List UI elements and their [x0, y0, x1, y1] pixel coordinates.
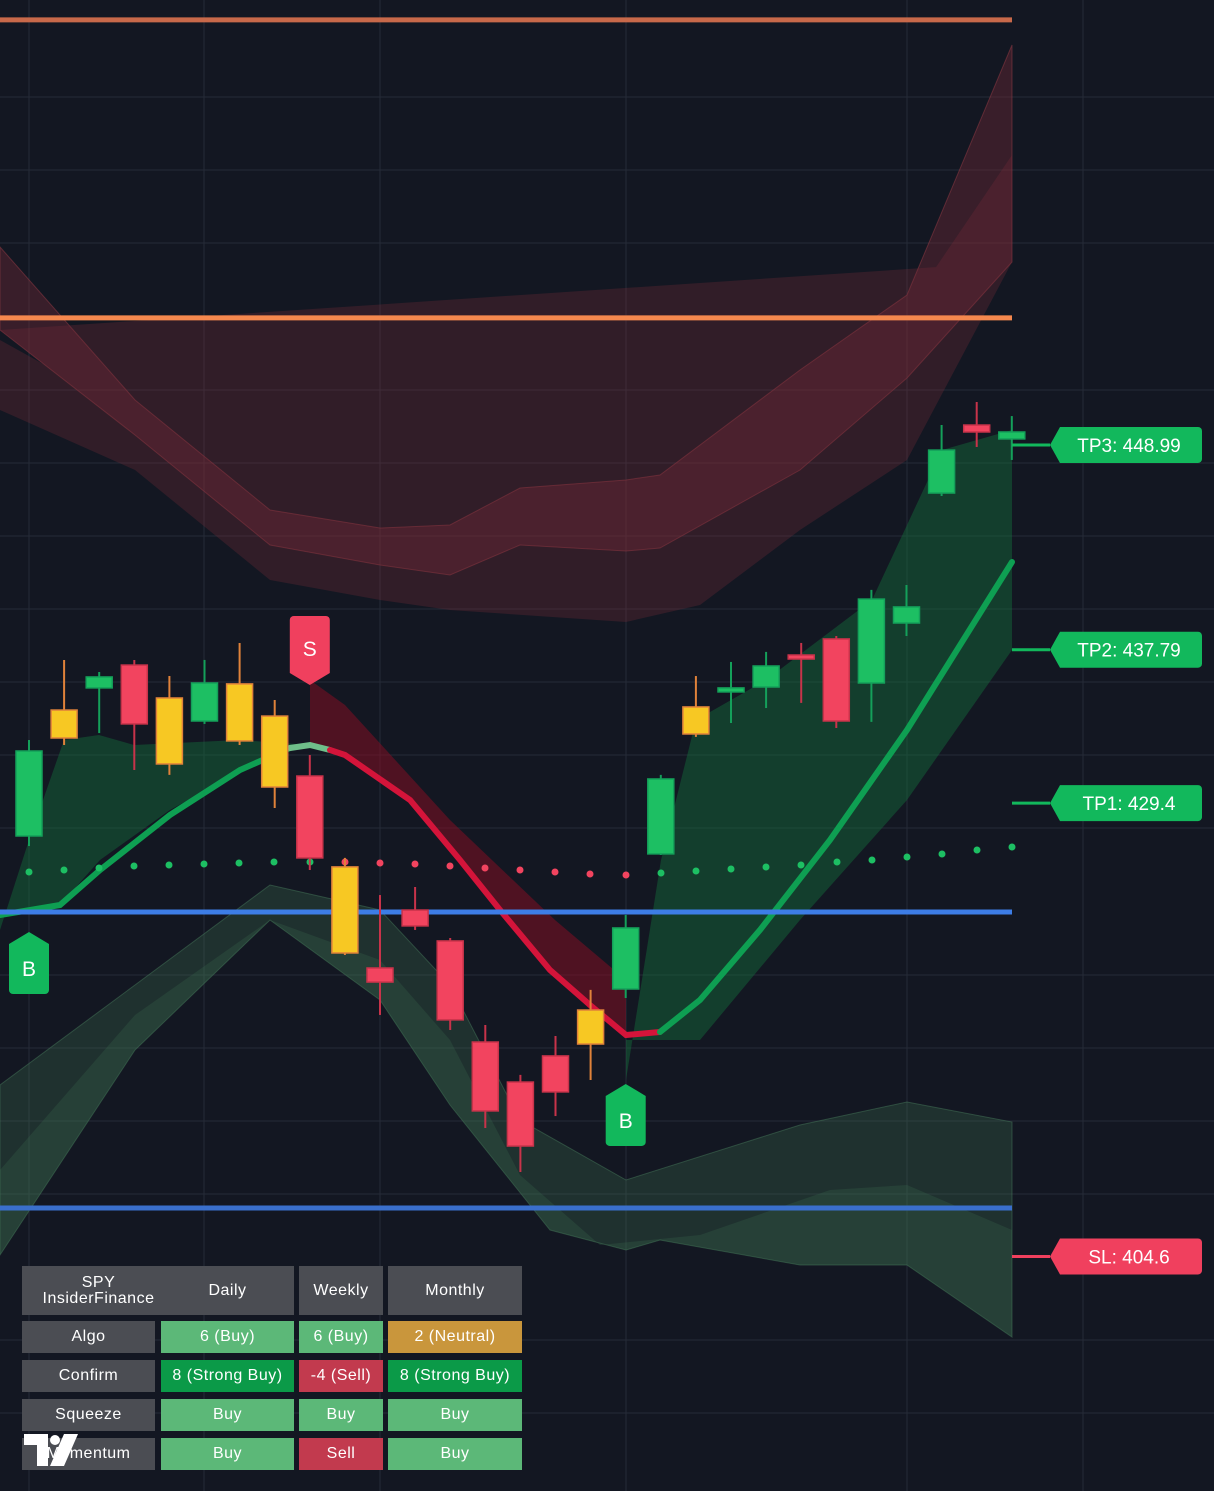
target-label: TP2: 437.79	[1077, 641, 1181, 662]
candle-body	[822, 638, 851, 722]
candle-body	[331, 866, 359, 954]
signal-label: B	[619, 1110, 633, 1133]
dots	[25, 843, 1016, 879]
trend-line	[657, 559, 1015, 1035]
candle-body	[752, 665, 780, 688]
candle-body	[682, 706, 710, 735]
target-label: SL: 404.6	[1088, 1247, 1169, 1268]
table-cell: Daily	[161, 1266, 294, 1315]
trend-line	[287, 741, 333, 753]
table-cell: Confirm	[22, 1360, 155, 1392]
logo	[24, 1434, 78, 1466]
lower-band-inner	[0, 920, 1012, 1337]
bull-cloud	[626, 430, 1012, 1080]
table-cell: Sell	[299, 1438, 383, 1470]
upper-band	[0, 44, 1013, 576]
signal-tag	[9, 932, 49, 995]
table-cell: 6 (Buy)	[161, 1321, 294, 1353]
candle-body	[998, 431, 1026, 440]
candle-body	[927, 449, 956, 494]
signal-tag	[289, 616, 330, 686]
table-cell: -4 (Sell)	[299, 1360, 383, 1392]
target-label: TP3: 448.99	[1077, 436, 1181, 457]
bull-cloud	[0, 735, 310, 930]
table-cell: SPY InsiderFinance	[22, 1266, 175, 1315]
candle-body	[50, 709, 78, 739]
table-cell: Weekly	[299, 1266, 383, 1315]
table-cell: 2 (Neutral)	[388, 1321, 522, 1353]
table-cell: 8 (Strong Buy)	[388, 1360, 522, 1392]
signal-tag	[605, 1083, 646, 1146]
candle-body	[471, 1041, 500, 1112]
bear-cloud	[310, 680, 626, 1035]
candle-body	[506, 1081, 535, 1147]
signal-label: S	[303, 638, 317, 661]
candle-body	[85, 676, 113, 689]
table-cell: Squeeze	[22, 1399, 155, 1431]
candle-body	[15, 750, 43, 837]
candle-body	[717, 687, 745, 693]
candle-body	[401, 909, 429, 927]
candle-body	[225, 683, 254, 742]
candle-body	[366, 967, 394, 983]
candle-body	[611, 927, 640, 990]
candle-body	[576, 1009, 605, 1045]
table-cell: 6 (Buy)	[299, 1321, 383, 1353]
upper-band-inner	[0, 155, 1012, 622]
candle-body	[787, 654, 815, 660]
lower-band	[0, 884, 1013, 1338]
target-label: TP1: 429.4	[1083, 794, 1176, 815]
candle-body	[436, 940, 464, 1021]
target-tag	[1050, 785, 1202, 822]
candle-body	[857, 598, 886, 684]
table-cell: Buy	[388, 1399, 522, 1431]
candle-body	[892, 606, 921, 624]
target-tag	[1050, 631, 1202, 668]
table-cell: Buy	[388, 1438, 522, 1470]
candle-body	[296, 775, 324, 859]
candle-body	[647, 778, 675, 855]
signal-label: B	[22, 958, 36, 981]
candle-body	[260, 715, 289, 788]
table-cell: Buy	[161, 1399, 294, 1431]
table-cell: Buy	[161, 1438, 294, 1470]
candle-body	[541, 1055, 570, 1093]
candle-body	[155, 697, 184, 765]
table-cell: Algo	[22, 1321, 155, 1353]
table-cell: Monthly	[388, 1266, 522, 1315]
table-cell: 8 (Strong Buy)	[161, 1360, 294, 1392]
candle-body	[962, 424, 991, 433]
target-tag	[1050, 1238, 1202, 1275]
target-tag	[1050, 426, 1202, 463]
candle-body	[190, 682, 219, 722]
trend-line	[0, 745, 293, 918]
table-cell: Buy	[299, 1399, 383, 1431]
candle-body	[120, 664, 149, 725]
